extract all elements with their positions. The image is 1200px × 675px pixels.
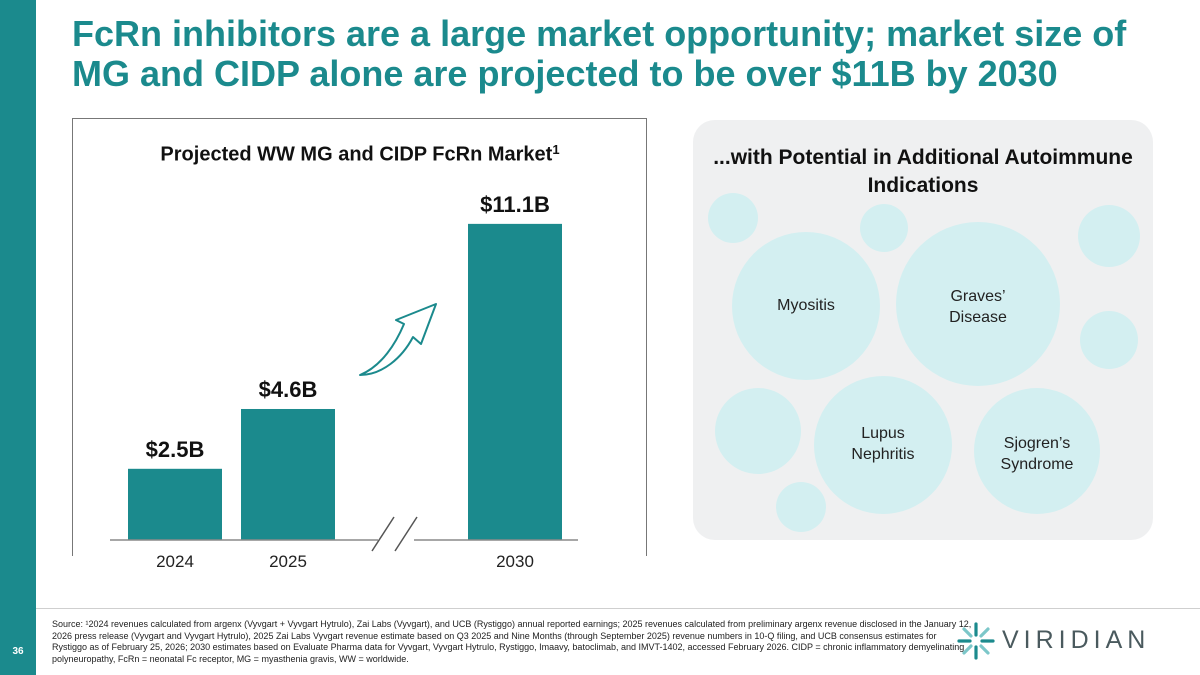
source-footnote: Source: ¹2024 revenues calculated from a… — [52, 619, 972, 664]
data-label-2025: $4.6B — [259, 377, 318, 402]
viridian-star-icon — [957, 622, 995, 660]
logo-wordmark: VIRIDIAN — [1002, 626, 1151, 654]
sidebar-accent-bar — [0, 0, 36, 675]
chart-title-footnote-marker: 1 — [552, 142, 560, 157]
indication-label: Lupus Nephritis — [851, 425, 915, 463]
bar-2024 — [128, 468, 222, 540]
data-label-2030: $11.1B — [480, 192, 550, 217]
indication-bubble-myositis — [732, 232, 880, 380]
slide-title: FcRn inhibitors are a large market oppor… — [72, 13, 1127, 94]
chart-title: Projected WW MG and CIDP FcRn Market1 — [0, 142, 720, 166]
chart-frame — [72, 118, 647, 556]
axis-break-marker — [371, 516, 418, 552]
bar-2025 — [241, 408, 335, 540]
decorative-bubble — [708, 193, 758, 243]
indication-bubble-graves — [896, 222, 1060, 386]
decorative-bubble — [860, 204, 908, 252]
indications-panel-title: ...with Potential in Additional Autoimmu… — [713, 146, 1133, 197]
x-tick-label-2024: 2024 — [156, 552, 194, 571]
decorative-bubble — [776, 482, 826, 532]
page-number: 36 — [12, 646, 24, 657]
growth-arrow-icon — [359, 303, 437, 376]
data-label-2024: $2.5B — [146, 437, 205, 462]
decorative-bubble — [1080, 311, 1138, 369]
chart-title-text: Projected WW MG and CIDP FcRn Market — [160, 143, 553, 166]
bar-2030 — [468, 223, 562, 540]
indication-label: Myositis — [777, 296, 835, 314]
decorative-bubble — [1078, 205, 1140, 267]
footer-divider — [36, 608, 1200, 609]
indication-label: Graves’ Disease — [949, 288, 1007, 326]
viridian-logo: VIRIDIAN — [955, 620, 1165, 662]
x-tick-label-2030: 2030 — [496, 552, 534, 571]
decorative-bubble — [715, 388, 801, 474]
x-tick-label-2025: 2025 — [269, 552, 307, 571]
indication-bubble-lupus — [814, 376, 952, 514]
indication-bubble-sjogren — [974, 388, 1100, 514]
indication-label: Sjogren’s Syndrome — [1000, 435, 1074, 473]
